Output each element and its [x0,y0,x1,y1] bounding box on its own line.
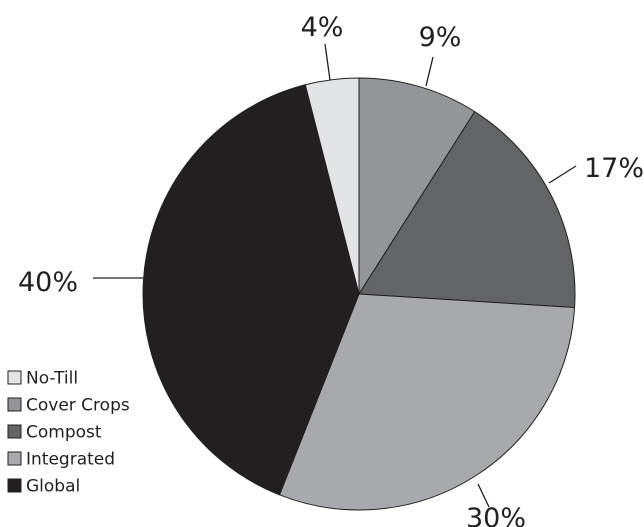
legend-label-cover-crops: Cover Crops [26,396,130,416]
legend-item-integrated: Integrated [7,450,115,470]
leader-line-integrated [477,483,490,508]
legend-label-integrated: Integrated [26,450,115,470]
legend-swatch-global [7,478,22,493]
legend-label-global: Global [26,477,80,497]
legend-swatch-integrated [7,451,22,466]
data-label-cover-crops: 9% [419,22,462,53]
percentage-labels: 4% 9% 17% 30% 40% [18,12,644,527]
pie-slice-global [142,84,360,496]
legend-item-compost: Compost [7,423,102,443]
legend-swatch-no-till [7,370,22,385]
leader-line-no-till [324,43,331,81]
pie-slice-compost [358,111,576,309]
legend-label-compost: Compost [26,423,102,443]
data-label-no-till: 4% [301,12,344,43]
legend-label-no-till: No-Till [26,369,78,389]
legend-swatch-cover-crops [7,397,22,412]
pie-slice-cover-crops [358,77,476,295]
data-label-global: 40% [18,267,78,298]
pie-slice-no-till [304,77,360,295]
pie-slices [142,77,576,511]
leader-line-compost [548,165,577,184]
leader-lines [93,43,577,508]
data-label-compost: 17% [584,153,644,184]
legend: No-Till Cover Crops Compost Integrated Globa… [7,369,130,497]
data-label-integrated: 30% [466,503,526,527]
legend-item-no-till: No-Till [7,369,78,389]
legend-swatch-compost [7,424,22,439]
leader-line-cover-crops [425,56,434,87]
pie-slice-integrated [278,293,576,511]
legend-item-global: Global [7,477,80,497]
legend-item-cover-crops: Cover Crops [7,396,130,416]
